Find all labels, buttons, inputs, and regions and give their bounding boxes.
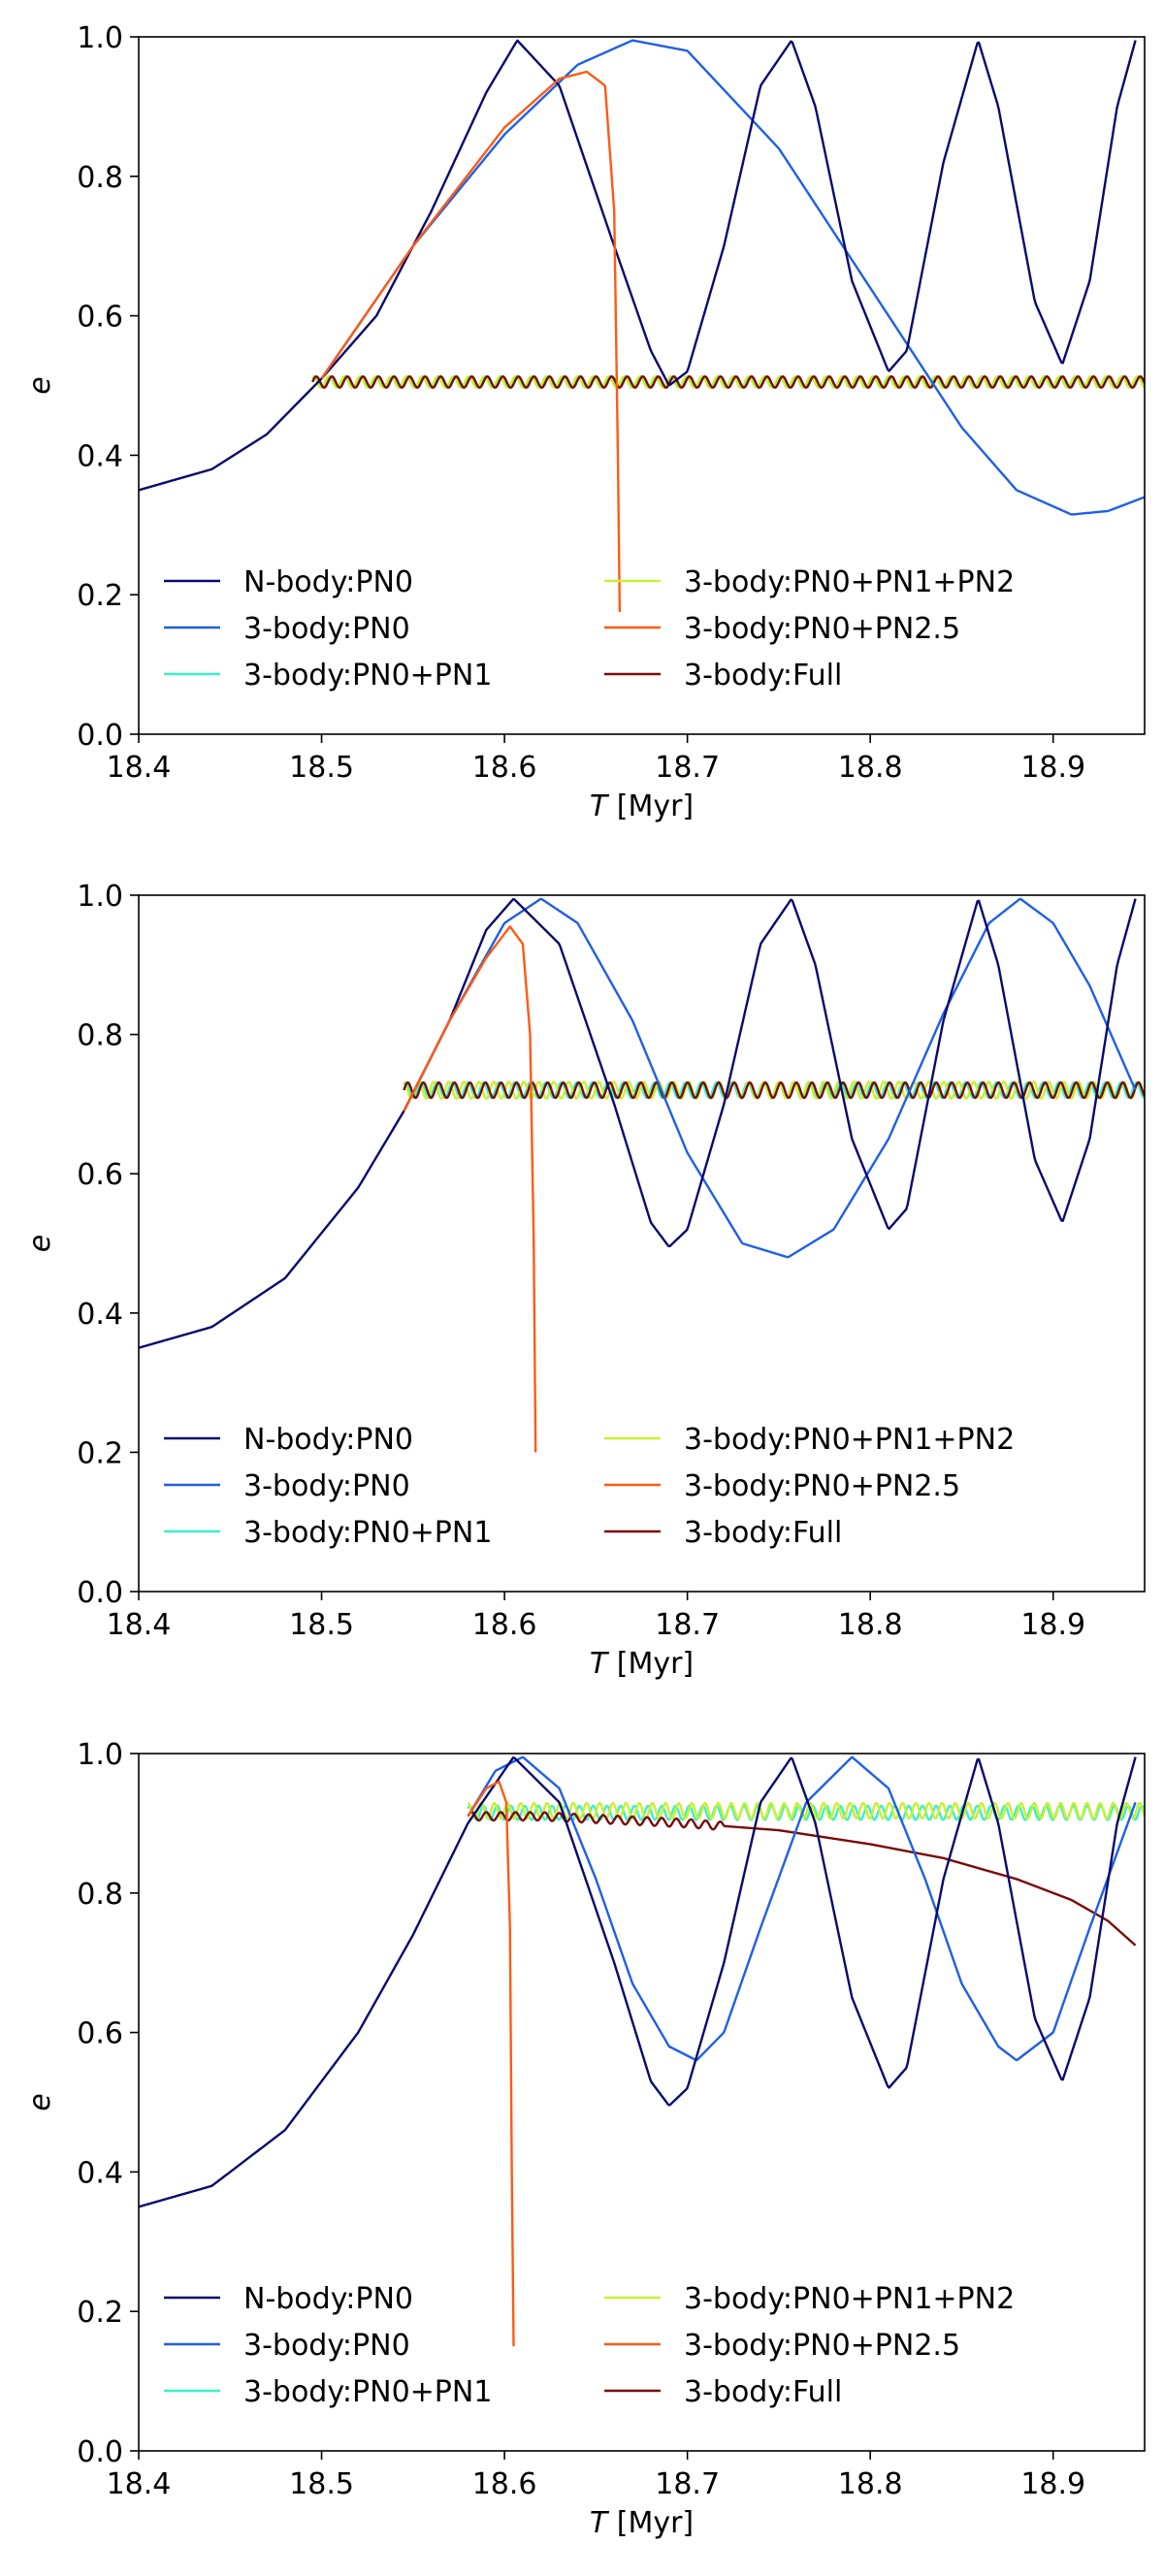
x-tick-label: 18.4	[107, 751, 172, 785]
legend-label: 3-body:Full	[684, 659, 842, 692]
series-line-3-body-pn0-pn2-5	[467, 1780, 515, 2347]
x-tick-label: 18.8	[838, 2467, 903, 2501]
legend-label: 3-body:PN0	[243, 612, 410, 646]
x-tick-label: 18.4	[107, 1608, 172, 1642]
series-line-3-body-full	[467, 1811, 1137, 1947]
y-tick-label: 0.8	[77, 1019, 123, 1053]
y-tick-label: 0.8	[77, 1878, 123, 1912]
y-tick-label: 0.0	[77, 2435, 123, 2469]
y-tick-label: 0.2	[77, 579, 123, 613]
x-axis-title: T [Myr]	[590, 789, 694, 823]
y-tick-label: 0.6	[77, 2017, 123, 2051]
plot-area	[139, 39, 1145, 613]
legend-label: 3-body:PN0+PN1	[243, 2375, 492, 2409]
legend-label: 3-body:PN0+PN1+PN2	[684, 2282, 1015, 2316]
x-axis-title: T [Myr]	[590, 1647, 694, 1681]
series-line-3-body-pn0	[403, 897, 1137, 1259]
axes-frame	[138, 1753, 1146, 2452]
series-line-3-body-pn0	[320, 39, 1145, 516]
x-tick-label: 18.7	[655, 751, 720, 785]
legend-label: 3-body:PN0+PN2.5	[684, 1469, 960, 1503]
x-tick-label: 18.5	[289, 1608, 354, 1642]
y-tick-label: 0.2	[77, 2296, 123, 2330]
legend: N-body:PN0 3-body:PN0 3-body:PN0+PN1 3-body…	[164, 1423, 1015, 1550]
legend-label: 3-body:PN0	[243, 2329, 410, 2363]
legend-label: 3-body:PN0+PN1	[243, 659, 492, 692]
x-tick-label: 18.8	[838, 1608, 903, 1642]
y-axis-title: e	[23, 1235, 57, 1252]
series-line-3-body-pn0	[467, 1755, 1137, 2062]
axes-frame	[138, 894, 1146, 1593]
chart-panel-3: 18.4 18.5 18.6 18.7 18.8 18.9 0.0 0.2 0.4 0.6 0.8 1…	[23, 1738, 1146, 2540]
x-tick-label: 18.6	[472, 1608, 537, 1642]
legend: N-body:PN0 3-body:PN0 3-body:PN0+PN1 3-body…	[164, 2282, 1015, 2409]
series-line-3-body-pn0-pn1-pn2	[467, 1801, 1145, 1820]
plot-area	[139, 897, 1145, 1453]
y-axis-title: e	[23, 376, 57, 394]
x-tick-label: 18.7	[655, 1608, 720, 1642]
y-tick-label: 0.6	[77, 1158, 123, 1192]
x-tick-label: 18.8	[838, 751, 903, 785]
legend-label: 3-body:Full	[684, 1516, 842, 1550]
series-line-n-body-pn0	[139, 1756, 1137, 2208]
legend-label: 3-body:PN0+PN1	[243, 1516, 492, 1550]
legend-label: 3-body:PN0+PN1+PN2	[684, 1423, 1015, 1457]
legend-label: 3-body:PN0+PN2.5	[684, 2329, 960, 2363]
series-line-3-body-full	[403, 1080, 1145, 1100]
y-tick-label: 1.0	[77, 880, 123, 914]
x-tick-label: 18.6	[472, 2467, 537, 2501]
y-tick-label: 1.0	[77, 21, 123, 55]
x-tick-label: 18.6	[472, 751, 537, 785]
y-tick-label: 1.0	[77, 1738, 123, 1772]
legend-label: 3-body:Full	[684, 2375, 842, 2409]
series-line-n-body-pn0	[139, 39, 1137, 492]
legend-label: N-body:PN0	[243, 2282, 413, 2316]
legend: N-body:PN0 3-body:PN0 3-body:PN0+PN1 3-body…	[164, 565, 1015, 692]
x-axis-title: T [Myr]	[590, 2506, 694, 2540]
x-tick-label: 18.4	[107, 2467, 172, 2501]
x-tick-label: 18.9	[1020, 1608, 1085, 1642]
legend-label: 3-body:PN0+PN1+PN2	[684, 565, 1015, 599]
series-line-3-body-pn0-pn2-5	[403, 925, 537, 1453]
y-tick-label: 0.6	[77, 301, 123, 335]
y-tick-label: 0.8	[77, 161, 123, 195]
y-tick-label: 0.4	[77, 1298, 123, 1332]
x-tick-label: 18.7	[655, 2467, 720, 2501]
legend-label: N-body:PN0	[243, 565, 413, 599]
y-tick-label: 0.2	[77, 1436, 123, 1470]
y-tick-label: 0.4	[77, 439, 123, 473]
chart-panel-2: 18.4 18.5 18.6 18.7 18.8 18.9 0.0 0.2 0.4 0.6 0.8 1…	[23, 880, 1146, 1681]
x-tick-label: 18.5	[289, 2467, 354, 2501]
series-line-3-body-full	[311, 374, 1145, 389]
y-tick-label: 0.4	[77, 2156, 123, 2190]
legend-label: 3-body:PN0	[243, 1469, 410, 1503]
x-tick-label: 18.5	[289, 751, 354, 785]
y-axis-title: e	[23, 2093, 57, 2110]
series-line-n-body-pn0	[139, 897, 1137, 1349]
legend-label: 3-body:PN0+PN2.5	[684, 612, 960, 646]
x-tick-label: 18.9	[1020, 2467, 1085, 2501]
axes-frame	[138, 36, 1146, 735]
plot-area	[139, 1755, 1145, 2347]
legend-label: N-body:PN0	[243, 1423, 413, 1457]
x-tick-label: 18.9	[1020, 751, 1085, 785]
series-line-3-body-pn0-pn2-5	[320, 70, 622, 613]
y-tick-label: 0.0	[77, 1576, 123, 1610]
y-tick-label: 0.0	[77, 719, 123, 753]
chart-panel-1: 18.4 18.5 18.6 18.7 18.8 18.9 0.0 0.2 0.4 0.6 0.8 1…	[23, 21, 1146, 823]
